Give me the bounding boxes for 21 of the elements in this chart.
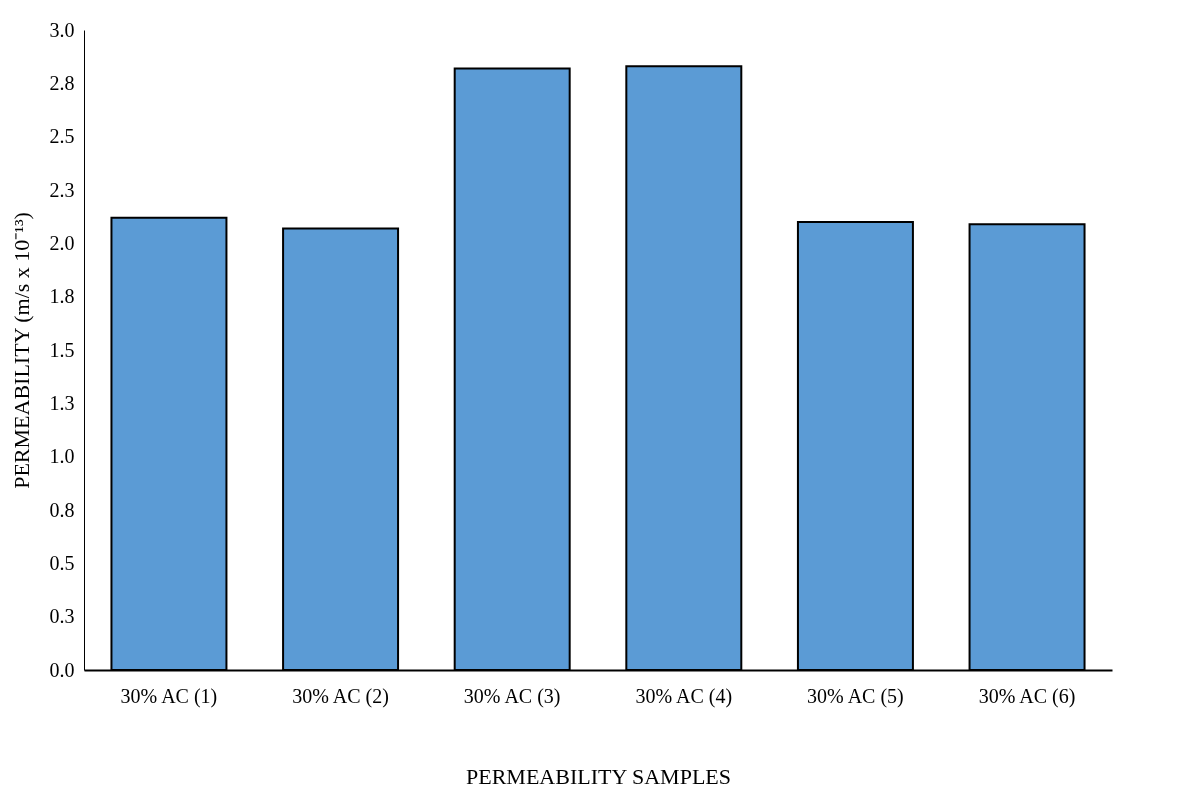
y-tick-label: 1.0 — [49, 445, 75, 468]
y-tick-label: 1.5 — [49, 338, 75, 361]
y-tick-label: 1.8 — [49, 285, 75, 308]
y-axis-title: PERMEABILITY (m/s x 10⁻¹³) — [8, 212, 34, 489]
x-tick-label: 30% AC (6) — [978, 684, 1076, 708]
y-tick-label: 2.3 — [49, 178, 75, 201]
y-tick-label: 0.5 — [49, 551, 75, 574]
y-tick-label: 0.3 — [49, 605, 75, 628]
x-tick-label: 30% AC (2) — [292, 684, 389, 708]
y-tick-label: 2.0 — [49, 231, 75, 254]
y-tick-label: 0.8 — [49, 498, 75, 521]
x-tick-label: 30% AC (3) — [463, 684, 561, 708]
y-tick-label: 0.0 — [49, 658, 75, 681]
x-axis-title: PERMEABILITY SAMPLES — [465, 763, 732, 789]
x-tick-label: 30% AC (4) — [635, 684, 733, 708]
y-tick-label: 2.8 — [49, 71, 75, 94]
y-tick-label: 1.3 — [49, 391, 75, 414]
x-tick-label: 30% AC (1) — [120, 684, 218, 708]
x-tick-label: 30% AC (5) — [807, 684, 904, 708]
y-tick-label: 3.0 — [49, 18, 75, 41]
y-tick-label: 2.5 — [49, 125, 75, 148]
